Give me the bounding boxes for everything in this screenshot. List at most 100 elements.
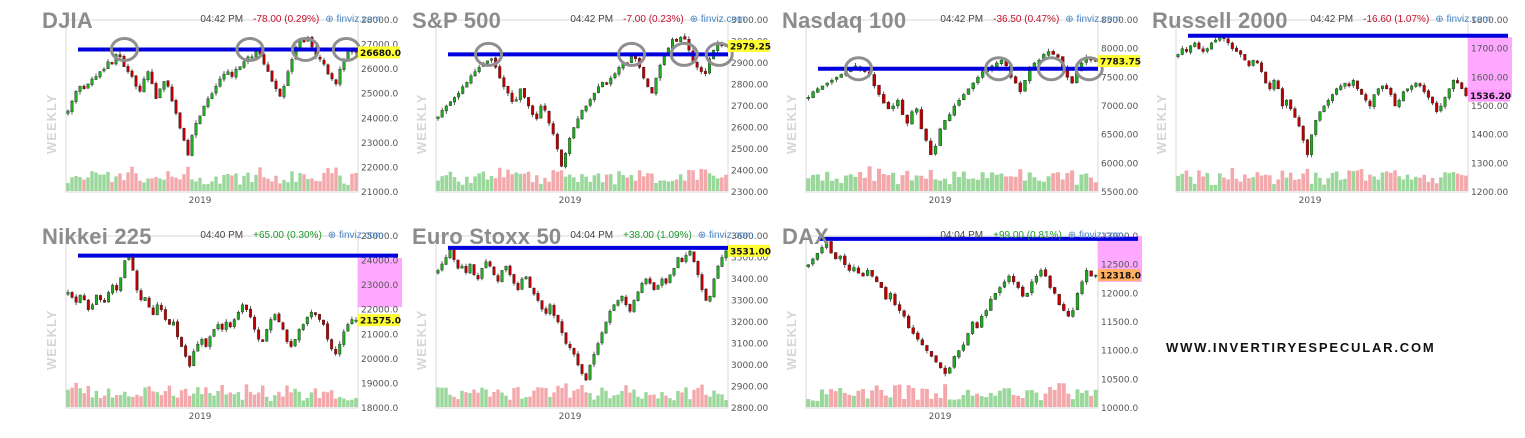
volume-bar <box>715 178 720 191</box>
candle-body <box>699 67 703 72</box>
candle-body <box>644 278 648 284</box>
candle-body <box>293 338 297 347</box>
volume-bar <box>829 389 834 407</box>
finviz-link[interactable]: ⊕ finviz.com <box>1065 14 1121 25</box>
candle-body <box>126 66 130 72</box>
volume-bar <box>897 384 902 407</box>
candle-body <box>135 270 139 291</box>
finviz-link[interactable]: ⊕ finviz.com <box>327 230 384 241</box>
candle-body <box>500 270 504 283</box>
volume-bar <box>1414 176 1418 191</box>
finviz-link[interactable]: ⊕ finviz.com <box>325 14 381 25</box>
volume-bar <box>684 387 688 407</box>
volume-bar <box>1401 179 1406 191</box>
volume-bar <box>956 399 961 407</box>
volume-bar <box>824 394 829 407</box>
volume-bar <box>206 184 210 191</box>
quote-time: 04:42 PM <box>940 14 984 25</box>
finviz-link[interactable]: ⊕ finviz.com <box>689 14 746 25</box>
candle-body <box>966 333 970 346</box>
volume-bar <box>302 174 306 191</box>
volume-bar <box>489 175 494 191</box>
candle-body <box>925 345 929 351</box>
candle-body <box>543 105 547 111</box>
candle-body <box>257 329 261 340</box>
y-tick-label: 1700.00 <box>1471 45 1508 55</box>
volume-bar <box>512 388 516 407</box>
candle-body <box>957 100 961 106</box>
candle-body <box>94 294 98 305</box>
finviz-link[interactable]: ⊕ finviz.com <box>697 230 754 241</box>
volume-bar <box>989 172 995 191</box>
volume-bar <box>966 178 971 191</box>
candle-body <box>1094 274 1098 277</box>
volume-bar <box>1051 173 1056 191</box>
candle-body <box>975 322 979 328</box>
candle-body <box>444 105 448 112</box>
volume-bar <box>114 176 118 191</box>
candle-body <box>847 264 851 271</box>
volume-bar <box>947 184 952 191</box>
volume-bar <box>540 387 544 407</box>
volume-bar <box>621 175 625 191</box>
candle-body <box>920 339 924 346</box>
candle-body <box>436 116 440 119</box>
candle-body <box>1056 54 1060 58</box>
candle-body <box>995 62 999 67</box>
candle-body <box>916 332 920 340</box>
volume-bar <box>703 169 708 191</box>
volume-bar <box>198 177 202 191</box>
quote-time: 04:42 PM <box>200 14 244 25</box>
candle-body <box>528 276 532 288</box>
candle-body <box>198 115 202 124</box>
volume-bar <box>924 178 929 191</box>
candle-body <box>1385 85 1389 90</box>
candle-body <box>313 312 317 315</box>
candle-body <box>600 332 604 344</box>
candle-body <box>1089 270 1093 277</box>
candle-body <box>907 315 911 328</box>
volume-bar <box>711 175 716 191</box>
volume-bar <box>1418 177 1422 191</box>
candle-body <box>86 83 90 89</box>
candle-body <box>74 296 78 303</box>
volume-bar <box>66 182 70 191</box>
finviz-link[interactable]: ⊕ finviz.com <box>1067 230 1124 241</box>
candle-body <box>206 98 210 107</box>
candle-body <box>172 321 175 326</box>
candle-body <box>192 351 196 367</box>
candle-body <box>1347 83 1351 87</box>
y-tick-label: 25000.0 <box>361 90 398 100</box>
chart-panel-sp500: 3100.003000.002900.002800.002700.002600.… <box>410 8 772 213</box>
candle-body <box>170 86 174 102</box>
candle-body <box>656 285 660 290</box>
volume-bar <box>806 178 811 191</box>
volume-bar <box>518 173 523 191</box>
volume-bar <box>716 393 720 407</box>
volume-bar <box>640 398 644 407</box>
volume-bar <box>1089 395 1094 407</box>
volume-bar <box>1376 179 1381 191</box>
volume-bar <box>708 396 712 407</box>
period-label: WEEKLY <box>414 93 429 155</box>
candle-body <box>628 304 632 312</box>
candle-body <box>107 292 111 303</box>
y-tick-label: 23000.0 <box>361 139 398 149</box>
volume-bar <box>668 398 672 407</box>
volume-bar <box>674 179 679 191</box>
candle-body <box>870 270 874 277</box>
candle-body <box>971 82 975 89</box>
y-tick-label: 2600.00 <box>731 124 768 134</box>
volume-bar <box>1011 394 1016 407</box>
finviz-link[interactable]: ⊕ finviz.com <box>1435 14 1491 25</box>
volume-bar <box>224 394 228 407</box>
y-tick-label: 24000.0 <box>361 114 398 124</box>
candle-body <box>90 304 94 310</box>
volume-bar <box>539 183 543 191</box>
price-change: +38.00 (1.09%) <box>623 230 692 241</box>
volume-bar <box>547 181 551 191</box>
volume-bar <box>888 397 893 407</box>
volume-bar <box>1070 170 1075 191</box>
last-price-label: 21575.0 <box>360 317 401 327</box>
volume-bar <box>476 392 480 407</box>
